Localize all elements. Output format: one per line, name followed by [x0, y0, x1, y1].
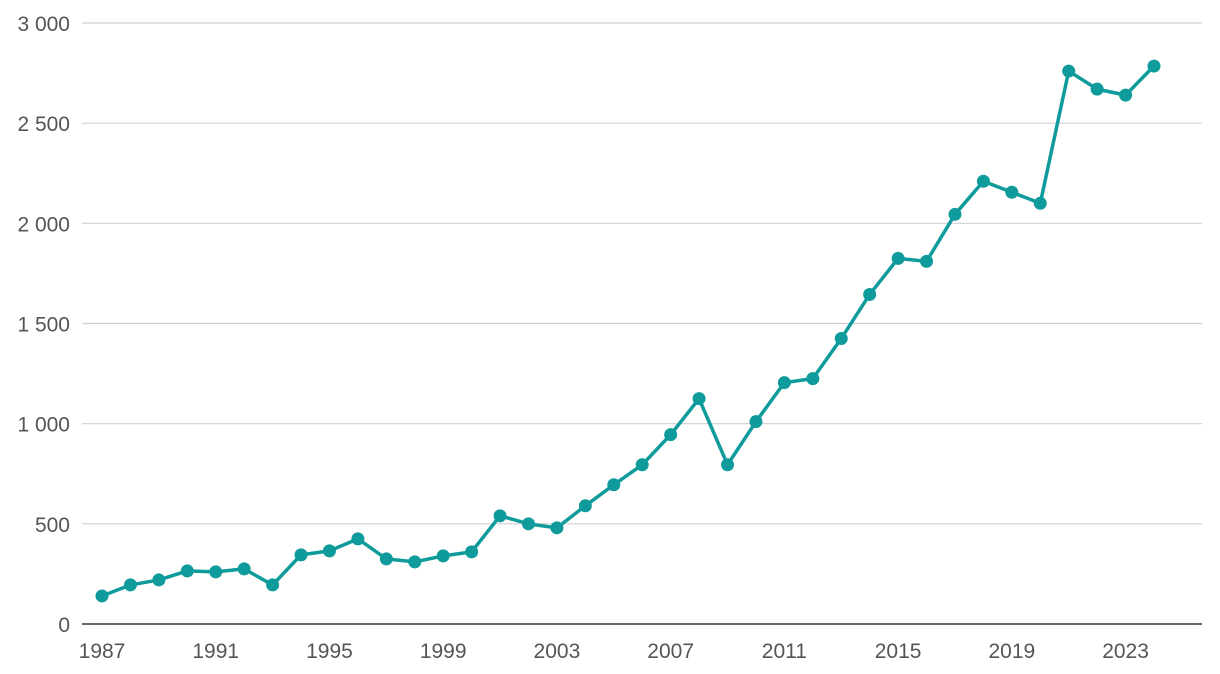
- x-tick-label: 2011: [762, 640, 807, 663]
- data-point: [1005, 185, 1019, 199]
- data-point: [322, 544, 336, 558]
- data-point: [550, 521, 564, 535]
- x-tick-label: 2023: [1102, 640, 1149, 663]
- data-point: [152, 573, 166, 587]
- data-point: [948, 207, 962, 221]
- data-point: [123, 578, 137, 592]
- x-tick-label: 1987: [79, 640, 126, 663]
- data-point: [95, 589, 109, 603]
- x-tick-label: 2019: [988, 640, 1035, 663]
- data-point: [379, 552, 393, 566]
- data-point: [749, 415, 763, 429]
- data-point: [578, 499, 592, 513]
- x-tick-label: 1999: [420, 640, 467, 663]
- data-point: [1062, 64, 1076, 78]
- data-point: [891, 251, 905, 265]
- x-tick-label: 2007: [647, 640, 694, 663]
- y-tick-label: 2 000: [17, 213, 70, 236]
- y-tick-label: 1 000: [17, 414, 70, 437]
- data-point: [664, 428, 678, 442]
- data-point: [777, 376, 791, 390]
- data-point: [607, 478, 621, 492]
- x-tick-label: 1991: [192, 640, 239, 663]
- y-tick-label: 1 500: [17, 314, 70, 337]
- data-point: [521, 517, 535, 531]
- y-tick-labels: 0 500 1 000 1 500 2 000 2 500 3 000: [17, 13, 70, 637]
- data-point: [493, 509, 507, 523]
- data-point: [266, 578, 280, 592]
- data-point: [863, 287, 877, 301]
- series-line: [100, 64, 1156, 598]
- y-gridlines: [82, 22, 1202, 525]
- data-point: [436, 549, 450, 563]
- data-point: [180, 564, 194, 578]
- data-point: [408, 555, 422, 569]
- data-point: [237, 562, 251, 576]
- data-point: [465, 545, 479, 559]
- data-point: [806, 372, 820, 386]
- x-tick-label: 1995: [306, 640, 353, 663]
- x-tick-label: 2015: [875, 640, 922, 663]
- data-point: [635, 458, 649, 472]
- data-point: [834, 332, 848, 346]
- data-point: [692, 392, 706, 406]
- data-point: [1147, 59, 1161, 73]
- y-tick-label: 0: [58, 614, 70, 637]
- x-tick-labels: 1987 1991 1995 1999 2003 2007 2011 2015 2019 2023: [79, 640, 1149, 663]
- data-point: [976, 174, 990, 188]
- y-tick-label: 2 500: [17, 113, 70, 136]
- data-point: [721, 458, 735, 472]
- y-tick-label: 3 000: [17, 13, 70, 36]
- y-tick-label: 500: [35, 514, 70, 537]
- data-point: [1090, 82, 1104, 96]
- series-group: [95, 59, 1161, 603]
- data-point: [351, 532, 365, 546]
- data-point: [920, 254, 934, 268]
- data-point: [1033, 196, 1047, 210]
- data-point: [1119, 88, 1133, 102]
- x-tick-label: 2003: [534, 640, 581, 663]
- data-point: [209, 565, 223, 579]
- data-point: [294, 548, 308, 562]
